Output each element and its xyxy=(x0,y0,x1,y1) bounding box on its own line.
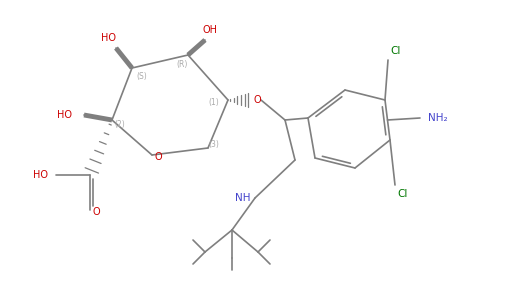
Text: NH: NH xyxy=(236,193,251,203)
Text: NH₂: NH₂ xyxy=(428,113,448,123)
Text: O: O xyxy=(92,207,100,217)
Text: OH: OH xyxy=(202,25,218,35)
Text: (1): (1) xyxy=(208,98,219,107)
Text: (3): (3) xyxy=(208,140,219,148)
Text: (R): (R) xyxy=(176,59,188,68)
Text: (2): (2) xyxy=(114,121,125,130)
Text: O: O xyxy=(154,152,162,162)
Text: O: O xyxy=(253,95,261,105)
Text: HO: HO xyxy=(33,170,48,180)
Text: HO: HO xyxy=(101,33,115,43)
Text: (S): (S) xyxy=(136,71,147,80)
Text: HO: HO xyxy=(57,110,72,120)
Text: Cl: Cl xyxy=(390,46,401,56)
Text: Cl: Cl xyxy=(397,189,407,199)
